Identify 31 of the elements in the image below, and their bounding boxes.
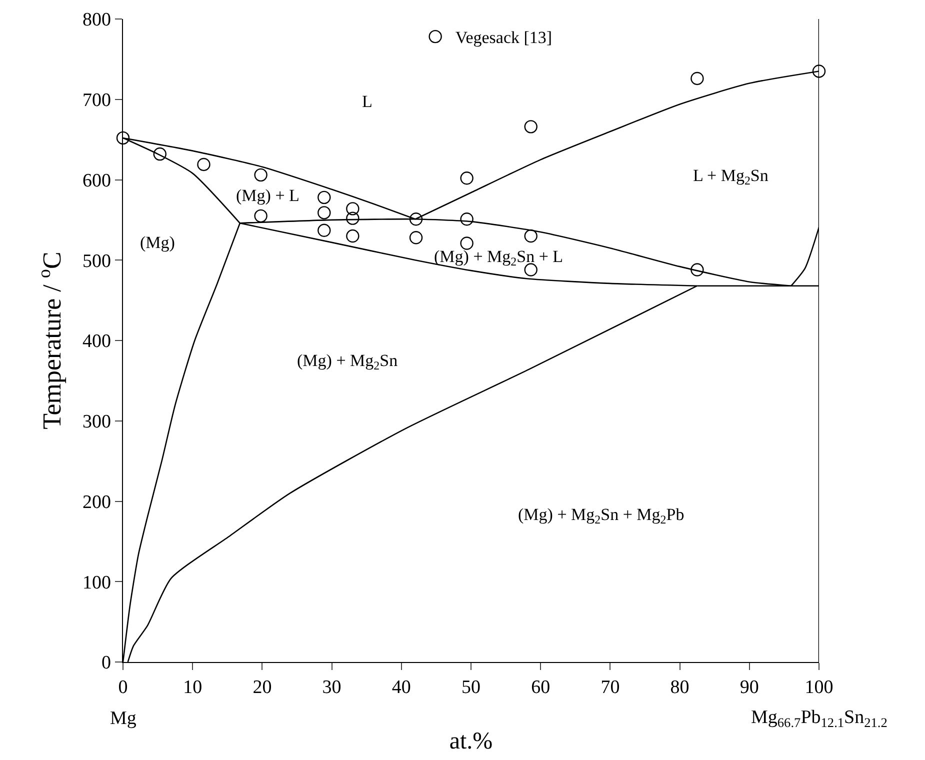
x-tick-label: 60 bbox=[531, 676, 550, 698]
x-tick-label: 0 bbox=[118, 676, 128, 698]
annotation: (Mg) + Mg$_{2}$Sn + L bbox=[434, 247, 564, 269]
annotation: L + Mg$_{2}$Sn bbox=[693, 166, 769, 188]
y-tick-label: 600 bbox=[82, 170, 112, 192]
annotation: (Mg) bbox=[140, 233, 175, 252]
x-tick-label: 20 bbox=[252, 676, 272, 698]
y-tick-label: 300 bbox=[82, 412, 112, 433]
x-tick-label: 50 bbox=[462, 676, 480, 698]
x-tick-label: 80 bbox=[670, 676, 690, 698]
y-tick-label: 400 bbox=[82, 331, 112, 352]
x-tick-label: 70 bbox=[600, 676, 620, 698]
x-tick-label: 90 bbox=[740, 676, 759, 698]
annotation: (Mg) + Mg$_{2}$Sn bbox=[297, 351, 398, 373]
annotation: L bbox=[362, 92, 372, 111]
legend-label: Vegesack [13] bbox=[455, 28, 552, 48]
y-tick-label: 100 bbox=[82, 572, 112, 594]
annotation: (Mg) + L bbox=[236, 186, 300, 205]
x-tick-label: 100 bbox=[804, 676, 834, 698]
y-tick-label: 200 bbox=[82, 492, 112, 513]
x-tick-label: 30 bbox=[322, 676, 342, 698]
annotation: (Mg) + Mg$_{2}$Sn + Mg$_{2}$Pb bbox=[518, 505, 684, 527]
text: Mg bbox=[110, 708, 137, 729]
y-tick-label: 700 bbox=[82, 90, 112, 112]
y-tick-label: 800 bbox=[82, 10, 112, 31]
x-tick-label: 10 bbox=[183, 676, 202, 698]
y-tick-label: 500 bbox=[82, 250, 112, 272]
x-axis-title: at.% bbox=[449, 728, 493, 754]
x-tick-label: 40 bbox=[392, 676, 411, 698]
y-tick-label: 0 bbox=[102, 652, 112, 674]
text: Mg$_{66.7}$Pb$_{12.1}$Sn$_{21.2}$ bbox=[751, 707, 888, 730]
